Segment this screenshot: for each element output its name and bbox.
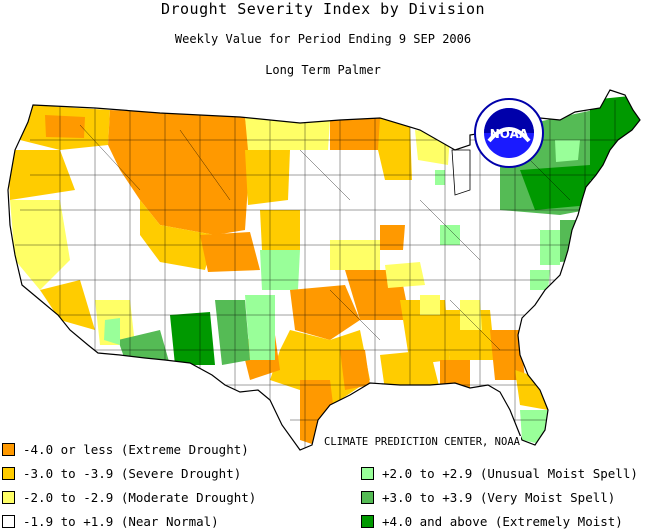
legend-swatch — [2, 466, 15, 480]
legend-item-extremely-moist: +4.0 and above (Extremely Moist) — [361, 513, 623, 529]
legend-item-severe-drought: -3.0 to -3.9 (Severe Drought) — [2, 465, 241, 481]
legend-item-very-moist: +3.0 to +3.9 (Very Moist Spell) — [361, 489, 615, 505]
noaa-logo-text: NOAA — [490, 127, 529, 141]
legend-swatch — [2, 514, 15, 528]
index-name: Long Term Palmer — [265, 63, 381, 77]
credit-text: CLIMATE PREDICTION CENTER, NOAA — [323, 436, 521, 448]
legend-swatch — [361, 466, 374, 480]
legend-item-extreme-drought: -4.0 or less (Extreme Drought) — [2, 441, 249, 457]
noaa-logo-icon: NOAA — [473, 97, 545, 169]
us-drought-map — [7, 89, 641, 451]
legend-label: -4.0 or less (Extreme Drought) — [23, 441, 249, 457]
legend-item-near-normal: -1.9 to +1.9 (Near Normal) — [2, 513, 219, 529]
legend-label: -1.9 to +1.9 (Near Normal) — [23, 513, 219, 529]
legend-label: -2.0 to -2.9 (Moderate Drought) — [23, 489, 257, 505]
legend-label: +2.0 to +2.9 (Unusual Moist Spell) — [382, 465, 638, 481]
legend-swatch — [2, 442, 15, 456]
legend-swatch — [361, 514, 374, 528]
legend-swatch — [2, 490, 15, 504]
map-subtitle: Weekly Value for Period Ending 9 SEP 200… — [174, 32, 472, 46]
legend-label: -3.0 to -3.9 (Severe Drought) — [23, 465, 242, 481]
map-title: Drought Severity Index by Division — [160, 0, 486, 18]
legend-swatch — [361, 490, 374, 504]
legend-label: +4.0 and above (Extremely Moist) — [382, 513, 623, 529]
legend-item-moderate-drought: -2.0 to -2.9 (Moderate Drought) — [2, 489, 256, 505]
legend-label: +3.0 to +3.9 (Very Moist Spell) — [382, 489, 616, 505]
legend-item-unusual-moist: +2.0 to +2.9 (Unusual Moist Spell) — [361, 465, 638, 481]
